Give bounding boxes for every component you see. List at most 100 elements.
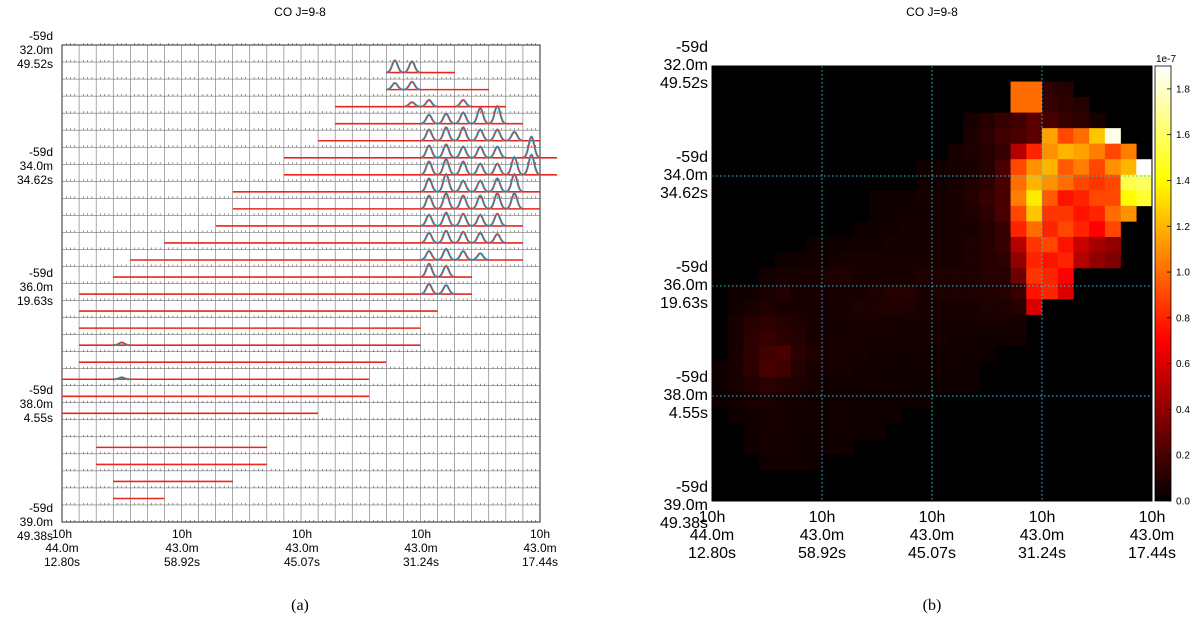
- heatmap-cell: [774, 392, 791, 409]
- x-tick-label: 10h: [411, 527, 431, 541]
- heatmap-cell: [916, 267, 933, 284]
- heatmap-cell: [1010, 221, 1027, 238]
- y-tick-label: 49.38s: [660, 515, 708, 532]
- heatmap-cell: [806, 423, 823, 440]
- heatmap-cell: [837, 283, 854, 300]
- y-tick-label: -59d: [29, 29, 53, 43]
- heatmap-cell: [869, 190, 886, 207]
- heatmap-cell: [853, 423, 870, 440]
- spectrum-peak: [454, 195, 472, 210]
- heatmap-cell: [853, 407, 870, 424]
- heatmap-cell: [790, 392, 807, 409]
- y-tick-label: 34.62s: [17, 173, 53, 187]
- heatmap-cell: [759, 299, 776, 315]
- heatmap-cell: [1057, 221, 1074, 238]
- heatmap-cell: [916, 252, 933, 269]
- heatmap-cell: [853, 299, 870, 315]
- heatmap-cell: [932, 159, 949, 176]
- heatmap-cell: [790, 376, 807, 393]
- x-tick-label: 10h: [699, 509, 726, 526]
- heatmap-cell: [963, 345, 980, 362]
- heatmap-cell: [1042, 143, 1059, 160]
- spectrum-peak: [471, 107, 489, 124]
- spectral-grid-panel: CO J=9-8 -59d32.0m49.52s-59d34.0m34.62s-…: [17, 5, 558, 614]
- heatmap-cell: [822, 252, 839, 269]
- heatmap-cell: [822, 423, 839, 440]
- spectrum-peak: [454, 99, 472, 108]
- heatmap-cell: [1010, 283, 1027, 300]
- heatmap-cell: [822, 267, 839, 284]
- heatmap-cell: [884, 392, 901, 409]
- heatmap-cell: [853, 376, 870, 393]
- spectrum-peak: [489, 178, 506, 193]
- y-tick-label: 19.63s: [660, 295, 708, 312]
- heatmap-cell: [900, 392, 917, 409]
- colorbar-tick-label: 1.4: [1176, 176, 1190, 187]
- y-tick-label: 49.52s: [660, 75, 708, 92]
- heatmap-cell: [1057, 97, 1074, 113]
- heatmap-cell: [900, 361, 917, 378]
- heatmap-cell: [1089, 252, 1106, 269]
- heatmap-cell: [869, 345, 886, 362]
- heatmap-cell: [743, 345, 760, 362]
- heatmap-cell: [1010, 81, 1027, 98]
- heatmap-cell: [837, 376, 854, 393]
- heatmap-cell: [947, 236, 964, 253]
- spectrum-peak: [471, 232, 489, 244]
- heatmap-cell: [1010, 143, 1027, 160]
- heatmap-cell: [790, 438, 807, 455]
- heatmap-cell: [916, 159, 933, 176]
- heatmap-grid: [712, 66, 1152, 501]
- heatmap-cell: [979, 174, 996, 191]
- heatmap-cell: [884, 283, 901, 300]
- heatmap-cell: [1104, 143, 1121, 160]
- heatmap-cell: [1089, 143, 1106, 160]
- heatmap-cell: [869, 407, 886, 424]
- heatmap-cell: [947, 190, 964, 207]
- heatmap-cell: [1104, 205, 1121, 222]
- heatmap-panel: CO J=9-8 -59d32.0m49.52s-59d34.0m34.62s-…: [660, 5, 1190, 614]
- heatmap-cell: [1120, 143, 1137, 160]
- heatmap-cell: [1073, 97, 1090, 113]
- heatmap-cell: [806, 454, 823, 471]
- colorbar-tick-label: 1.6: [1176, 130, 1190, 141]
- colorbar-ticks: 0.0 0.2 0.4 0.6 0.8 1.0 1.2 1.4 1.6 1.8: [1167, 84, 1190, 508]
- spectrum-peak: [437, 212, 455, 227]
- y-tick-label: -59d: [676, 259, 708, 276]
- spectrum-peak: [506, 156, 523, 176]
- heatmap-cell: [963, 112, 980, 129]
- heatmap-cell: [979, 299, 996, 315]
- heatmap-cell: [869, 252, 886, 269]
- spectrum-peak: [471, 195, 489, 210]
- x-tick-label: 12.80s: [44, 555, 80, 569]
- heatmap-cell: [837, 345, 854, 362]
- heatmap-cell: [806, 345, 823, 362]
- heatmap-cell: [1120, 159, 1137, 176]
- heatmap-cell: [837, 392, 854, 409]
- heatmap-cell: [884, 376, 901, 393]
- heatmap-cell: [916, 283, 933, 300]
- heatmap-cell: [963, 314, 980, 331]
- heatmap-cell: [822, 314, 839, 331]
- heatmap-cell: [994, 252, 1011, 269]
- spectrum-peak: [113, 377, 130, 380]
- spectrum-peak: [472, 252, 489, 261]
- spectrum-peak: [471, 214, 489, 227]
- heatmap-cell: [1026, 221, 1043, 238]
- x-tick-label: 58.92s: [164, 555, 200, 569]
- spectrum-peak: [454, 160, 472, 176]
- heatmap-cell: [1042, 128, 1059, 144]
- heatmap-cell: [932, 361, 949, 378]
- x-tick-label: 43.0m: [910, 527, 954, 544]
- heatmap-cell: [947, 314, 964, 331]
- colorbar-tick-label: 1.2: [1176, 222, 1190, 233]
- spectrum-peak: [420, 129, 438, 142]
- heatmap-cell: [774, 438, 791, 455]
- x-tick-label: 43.0m: [523, 541, 556, 555]
- colorbar-tick-label: 0.2: [1176, 451, 1190, 462]
- heatmap-cell: [822, 345, 839, 362]
- heatmap-cell: [774, 454, 791, 471]
- heatmap-cell: [774, 267, 791, 284]
- heatmap-cell: [1010, 314, 1027, 331]
- heatmap-cell: [759, 345, 776, 362]
